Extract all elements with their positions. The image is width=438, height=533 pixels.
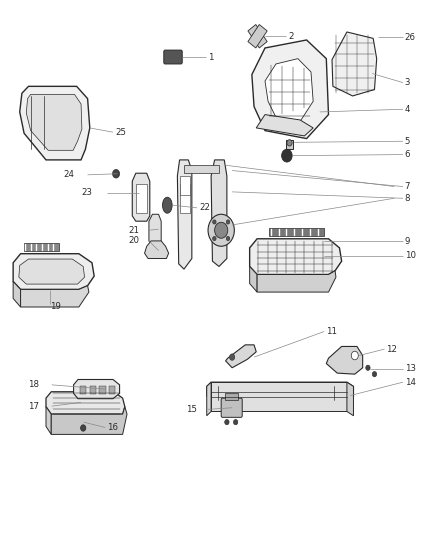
Polygon shape <box>207 382 353 401</box>
Text: 7: 7 <box>405 182 410 191</box>
Polygon shape <box>26 94 82 150</box>
Polygon shape <box>257 271 336 292</box>
Circle shape <box>351 351 358 360</box>
Circle shape <box>215 222 228 238</box>
Text: 15: 15 <box>186 405 197 414</box>
Polygon shape <box>265 59 313 122</box>
Polygon shape <box>24 243 59 251</box>
Circle shape <box>230 354 235 360</box>
Text: 25: 25 <box>115 128 126 136</box>
Polygon shape <box>256 115 313 136</box>
Bar <box>225 393 238 400</box>
Bar <box>90 386 96 394</box>
Polygon shape <box>207 382 211 416</box>
Polygon shape <box>211 160 227 266</box>
Circle shape <box>372 372 377 377</box>
Ellipse shape <box>162 197 172 213</box>
Text: 12: 12 <box>386 345 397 353</box>
Text: 14: 14 <box>405 378 416 386</box>
Text: 8: 8 <box>405 194 410 203</box>
Text: 11: 11 <box>326 327 337 336</box>
Text: 4: 4 <box>405 105 410 114</box>
Polygon shape <box>51 407 127 434</box>
FancyBboxPatch shape <box>164 50 182 64</box>
Polygon shape <box>74 379 120 399</box>
Text: 5: 5 <box>405 137 410 146</box>
Text: 9: 9 <box>405 237 410 246</box>
Circle shape <box>233 419 238 425</box>
Polygon shape <box>46 407 51 434</box>
Bar <box>80 386 86 394</box>
Text: 20: 20 <box>128 237 139 245</box>
Polygon shape <box>332 32 377 96</box>
Circle shape <box>226 220 230 224</box>
Text: 13: 13 <box>405 365 416 373</box>
Polygon shape <box>248 25 267 48</box>
Bar <box>180 184 190 213</box>
Polygon shape <box>132 173 150 221</box>
Circle shape <box>225 419 229 425</box>
Circle shape <box>366 365 370 370</box>
Text: 10: 10 <box>405 252 416 260</box>
Polygon shape <box>13 254 94 289</box>
Polygon shape <box>347 382 353 416</box>
Text: 22: 22 <box>199 204 210 212</box>
Polygon shape <box>211 382 347 411</box>
Polygon shape <box>13 281 21 307</box>
Polygon shape <box>21 286 89 307</box>
Circle shape <box>226 237 230 241</box>
Bar <box>286 140 293 149</box>
Circle shape <box>113 169 120 178</box>
Bar <box>99 386 106 394</box>
Polygon shape <box>326 346 363 374</box>
Polygon shape <box>145 241 169 259</box>
Text: 26: 26 <box>405 33 416 42</box>
Text: 24: 24 <box>64 171 74 179</box>
Circle shape <box>282 149 292 162</box>
Polygon shape <box>248 25 267 48</box>
Text: 3: 3 <box>405 78 410 87</box>
Text: 6: 6 <box>405 150 410 159</box>
FancyBboxPatch shape <box>221 398 242 417</box>
Text: 16: 16 <box>107 423 118 432</box>
Circle shape <box>287 140 292 146</box>
Bar <box>180 176 190 195</box>
Polygon shape <box>20 86 90 160</box>
Polygon shape <box>226 345 256 368</box>
Polygon shape <box>184 165 219 173</box>
Polygon shape <box>250 266 257 292</box>
Bar <box>136 184 147 213</box>
Circle shape <box>208 214 234 246</box>
Polygon shape <box>149 214 161 245</box>
Text: 2: 2 <box>288 32 294 41</box>
Circle shape <box>212 220 216 224</box>
Polygon shape <box>46 392 125 414</box>
Polygon shape <box>19 259 85 284</box>
Polygon shape <box>269 228 324 236</box>
Text: 18: 18 <box>28 381 39 389</box>
Text: 1: 1 <box>208 53 214 61</box>
Polygon shape <box>177 160 192 269</box>
Text: 19: 19 <box>50 302 61 311</box>
Bar <box>109 386 115 394</box>
Text: 17: 17 <box>28 402 39 410</box>
Text: 21: 21 <box>128 226 139 235</box>
Polygon shape <box>250 239 342 274</box>
Circle shape <box>81 425 86 431</box>
Circle shape <box>212 237 216 241</box>
Text: 23: 23 <box>81 189 92 197</box>
Polygon shape <box>252 40 328 139</box>
